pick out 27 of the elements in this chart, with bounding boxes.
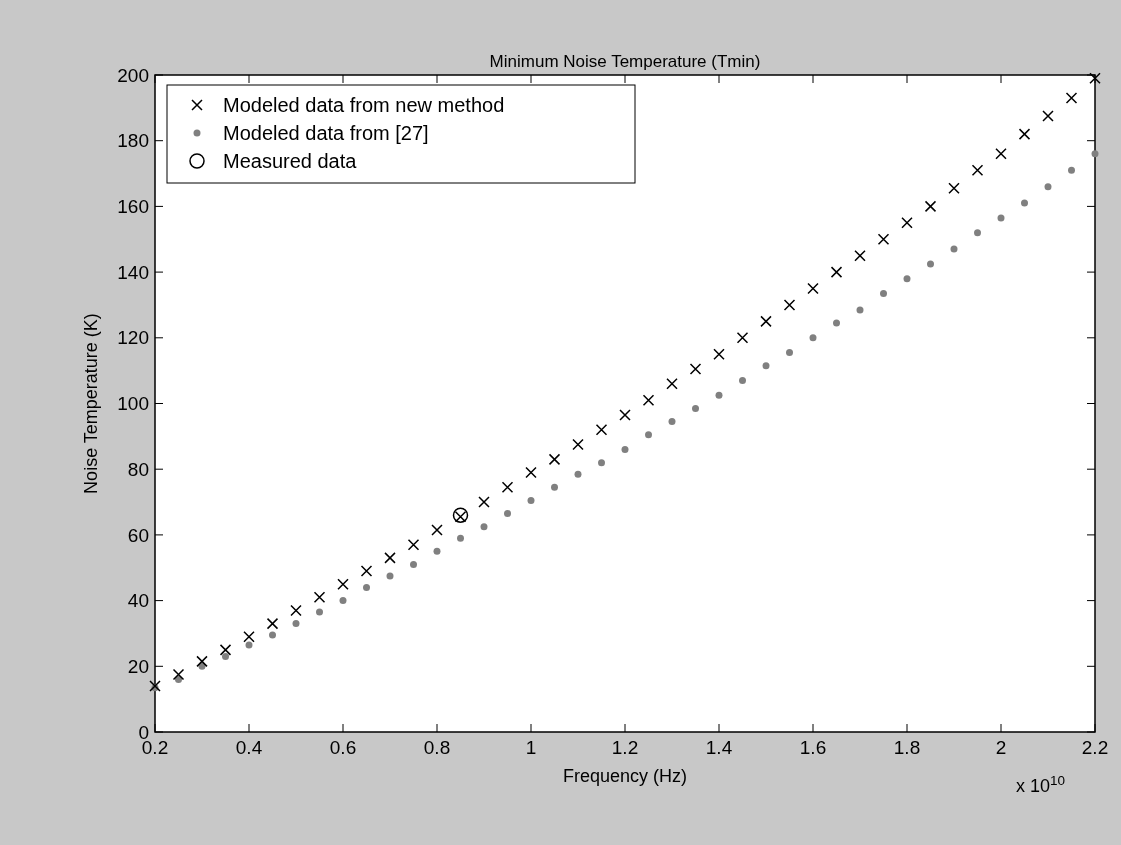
y-tick-label: 140 [117,261,149,283]
legend-label: Modeled data from [27] [223,122,429,144]
x-tick-label: 1.6 [799,737,827,758]
chart-title: Minimum Noise Temperature (Tmin) [489,52,761,71]
legend-label: Measured data [223,150,358,172]
y-tick-label: 120 [117,327,149,349]
y-axis-title: Noise Temperature (K) [81,313,101,494]
x-tick-label: 1.8 [893,737,921,758]
y-tick-label: 160 [117,196,149,218]
x-tick-label: 2.2 [1081,737,1109,758]
x-tick-label: 1 [525,737,537,758]
y-tick-label: 60 [127,524,149,546]
y-tick-label: 180 [117,130,149,152]
y-tick-label: 80 [127,458,149,480]
y-tick-label: 40 [127,590,149,612]
y-tick-label: 20 [127,655,149,677]
x-tick-label: 1.4 [705,737,733,758]
y-tick-label: 100 [117,393,149,415]
x-tick-label: 0.6 [329,737,357,758]
y-tick-label: 200 [117,64,149,86]
x-axis-title: Frequency (Hz) [562,766,688,786]
x-tick-label: 0.4 [235,737,263,758]
legend-label: Modeled data from new method [223,94,505,116]
x-tick-label: 0.8 [423,737,451,758]
x-tick-label: 2 [995,737,1007,758]
x-tick-label: 1.2 [611,737,639,758]
text: x 10$^{10}$ [1015,772,1065,796]
